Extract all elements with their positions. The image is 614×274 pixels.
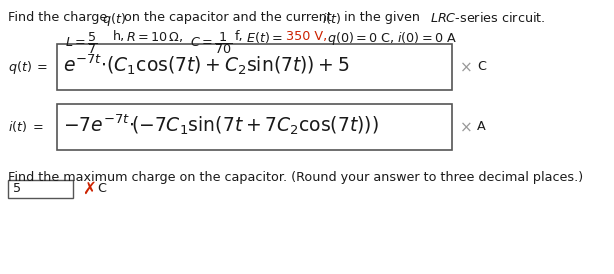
Text: $R = 10\,\Omega,$: $R = 10\,\Omega,$ xyxy=(126,30,184,44)
Text: Find the maximum charge on the capacitor. (Round your answer to three decimal pl: Find the maximum charge on the capacitor… xyxy=(8,171,583,184)
Text: $q(t)$: $q(t)$ xyxy=(102,11,126,28)
Text: on the capacitor and the current: on the capacitor and the current xyxy=(124,11,332,24)
Text: $q(t)\;=$: $q(t)\;=$ xyxy=(8,59,49,76)
Text: $-7e^{-7t}{\cdot}\!\left(-7C_1\sin\!\left(7t+7C_2\cos(7t)\right)\right)$: $-7e^{-7t}{\cdot}\!\left(-7C_1\sin\!\lef… xyxy=(63,113,379,137)
Text: $q(0) = 0$ C,: $q(0) = 0$ C, xyxy=(327,30,395,47)
Text: $C = \dfrac{1}{70}$: $C = \dfrac{1}{70}$ xyxy=(190,30,233,56)
Text: $\times$: $\times$ xyxy=(459,59,472,75)
Text: ✗: ✗ xyxy=(82,180,96,198)
Text: f,: f, xyxy=(235,30,244,43)
Text: $E(t) =$: $E(t) =$ xyxy=(246,30,283,45)
Text: $i(0) = 0$ A: $i(0) = 0$ A xyxy=(397,30,457,45)
Text: $\times$: $\times$ xyxy=(459,119,472,135)
Text: $L = \dfrac{5}{7}$: $L = \dfrac{5}{7}$ xyxy=(65,30,98,56)
Text: in the given: in the given xyxy=(344,11,420,24)
Text: 5: 5 xyxy=(13,182,21,196)
Bar xyxy=(57,104,452,150)
Text: $i(t)\;=$: $i(t)\;=$ xyxy=(8,119,44,135)
Text: $\mathit{LRC}$-series circuit.: $\mathit{LRC}$-series circuit. xyxy=(430,11,545,25)
Text: $i(t)$: $i(t)$ xyxy=(322,11,341,26)
Text: h,: h, xyxy=(113,30,125,43)
Bar xyxy=(57,44,452,90)
Text: C: C xyxy=(97,182,106,196)
Text: Find the charge: Find the charge xyxy=(8,11,107,24)
Text: C: C xyxy=(477,61,486,73)
Text: A: A xyxy=(477,121,486,133)
Text: $e^{-7t}{\cdot}\left(C_1\cos(7t)+C_2\sin(7t)\right)+5$: $e^{-7t}{\cdot}\left(C_1\cos(7t)+C_2\sin… xyxy=(63,53,349,77)
Text: 350 V,: 350 V, xyxy=(286,30,327,43)
Bar xyxy=(8,180,73,198)
